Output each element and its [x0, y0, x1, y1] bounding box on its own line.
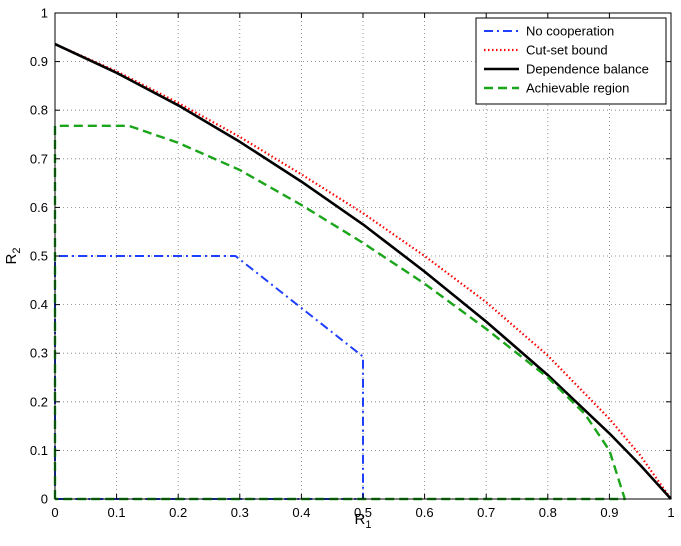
y-axis-label: R2: [3, 248, 23, 265]
x-tick-label: 0: [51, 505, 58, 520]
x-tick-label: 0.3: [231, 505, 249, 520]
y-tick-label: 0.8: [30, 103, 48, 118]
legend-label-4: Achievable region: [526, 81, 629, 96]
y-axis-label-main: R: [3, 253, 20, 264]
x-tick-label: 0.2: [169, 505, 187, 520]
x-axis-label-sub: 1: [365, 519, 371, 531]
y-tick-label: 0.1: [30, 443, 48, 458]
y-tick-label: 0.6: [30, 200, 48, 215]
x-tick-label: 1: [667, 505, 674, 520]
series-layer: [53, 42, 672, 501]
x-tick-label: 0.9: [600, 505, 618, 520]
legend-box: [475, 17, 667, 105]
legend-label-2: Cut-set bound: [526, 43, 608, 58]
y-tick-label: 1: [41, 6, 48, 21]
ticks: 0 0.1 0.2 0.3 0.4 0.5 0.6 0.7 0.8 0.9 1 0 0.1 0.2 0.3 0…: [30, 6, 675, 521]
series-line-2: [54, 43, 672, 500]
y-tick-label: 0.2: [30, 394, 48, 409]
x-tick-label: 0.6: [416, 505, 434, 520]
y-tick-label: 0.4: [30, 297, 48, 312]
y-tick-label: 0: [41, 492, 48, 507]
legend-label-1: No cooperation: [526, 24, 614, 39]
legend: No cooperation Cut-set bound Dependence ba…: [475, 17, 667, 105]
y-tick-label: 0.7: [30, 151, 48, 166]
y-tick-label: 0.9: [30, 54, 48, 69]
x-axis-label: R1: [355, 511, 372, 531]
x-tick-label: 0.1: [108, 505, 126, 520]
x-tick-label: 0.8: [539, 505, 557, 520]
series-line-1: [54, 255, 364, 500]
x-tick-label: 0.4: [292, 505, 310, 520]
series-line-3: [54, 42, 672, 500]
legend-label-3: Dependence balance: [526, 62, 649, 77]
y-axis-label-sub: 2: [11, 248, 23, 254]
x-tick-label: 0.5: [354, 505, 372, 520]
y-tick-label: 0.3: [30, 346, 48, 361]
x-tick-label: 0.7: [477, 505, 495, 520]
y-tick-label: 0.5: [30, 249, 48, 264]
x-axis-label-main: R: [355, 511, 366, 528]
series-line-4: [53, 124, 626, 501]
